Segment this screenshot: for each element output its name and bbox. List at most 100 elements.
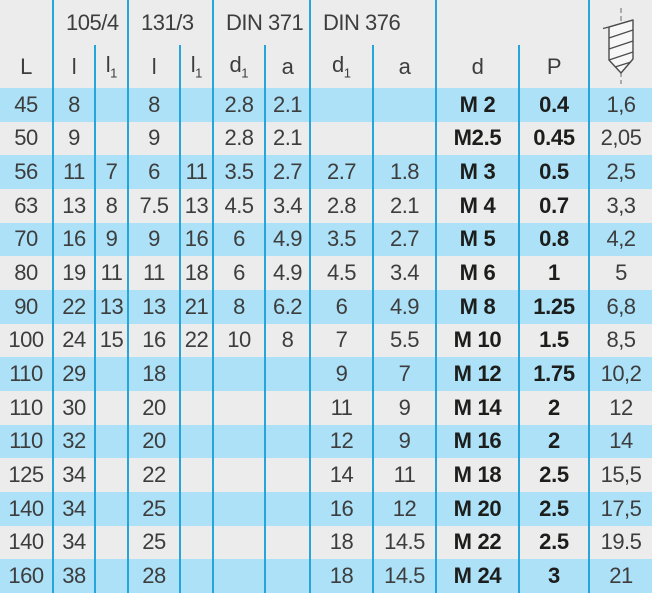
table-cell: 13 xyxy=(94,289,128,324)
table-cell xyxy=(264,458,310,492)
table-row: 140 34 25 18 14.5 M 22 2.5 19.5 xyxy=(0,525,652,560)
table-cell: 2.8 xyxy=(212,121,265,156)
table-cell: 20 xyxy=(127,424,180,459)
table-cell: 32 xyxy=(52,424,95,459)
table-row: 63 13 8 7.5 13 4.5 3.4 2.8 2.1 M 4 0.7 3,3 xyxy=(0,188,652,223)
table-cell-thread-size: M 20 xyxy=(435,491,519,526)
table-cell: 12 xyxy=(372,491,436,526)
table-cell: 63 xyxy=(0,188,53,223)
table-cell: 6 xyxy=(212,256,265,290)
table-cell-thread-size: M 12 xyxy=(435,357,519,391)
table-row: 90 22 13 13 21 8 6.2 6 4.9 M 8 1.25 6,8 xyxy=(0,289,652,324)
table-cell: 28 xyxy=(127,559,180,593)
table-cell: 8 xyxy=(52,88,95,122)
table-cell: 3.5 xyxy=(212,155,265,189)
table-cell xyxy=(309,121,373,156)
table-cell: 13 xyxy=(127,289,180,324)
table-row: 110 30 20 11 9 M 14 2 12 xyxy=(0,390,652,425)
table-row: 110 29 18 9 7 M 12 1.75 10,2 xyxy=(0,357,652,391)
table-cell: 30 xyxy=(52,390,95,425)
group-header-empty-right xyxy=(435,0,589,45)
table-cell: 13 xyxy=(179,188,213,223)
table-cell: 1.8 xyxy=(372,155,436,189)
col-header-L: L xyxy=(0,45,53,88)
table-cell: 18 xyxy=(309,525,373,560)
table-cell-thread-size: M 18 xyxy=(435,458,519,492)
table-cell xyxy=(94,424,128,459)
col-header-l1-105: l1 xyxy=(94,45,128,88)
table-cell: 15 xyxy=(94,323,128,358)
table-cell: 20 xyxy=(127,390,180,425)
table-cell: 3.5 xyxy=(309,222,373,257)
table-cell xyxy=(179,491,213,526)
table-cell-thread-size: M 2 xyxy=(435,88,519,122)
table-cell: 140 xyxy=(0,491,53,526)
table-body: 45 8 8 2.8 2.1 M 2 0.4 1,6 50 9 9 2.8 2.1 M2.5 0.45 2,… xyxy=(0,88,652,593)
table-cell xyxy=(94,88,128,122)
table-cell: 2.1 xyxy=(372,188,436,223)
table-cell: 18 xyxy=(179,256,213,290)
table-cell xyxy=(264,559,310,593)
table-cell xyxy=(94,525,128,560)
col-header-d1-din371: d1 xyxy=(212,45,265,88)
table-cell: 110 xyxy=(0,390,53,425)
table-cell: 3.4 xyxy=(372,256,436,290)
table-cell xyxy=(94,559,128,593)
table-cell: 10 xyxy=(212,323,265,358)
table-cell-drill-diameter: 21 xyxy=(588,559,652,593)
table-row: 100 24 15 16 22 10 8 7 5.5 M 10 1.5 8,5 xyxy=(0,323,652,358)
table-cell: 9 xyxy=(127,121,180,156)
table-cell: 4.5 xyxy=(309,256,373,290)
table-cell xyxy=(264,390,310,425)
table-cell: 8 xyxy=(127,88,180,122)
table-cell xyxy=(94,390,128,425)
table-cell-pitch: 2 xyxy=(518,390,589,425)
table-cell-drill-diameter: 2,05 xyxy=(588,121,652,156)
col-header-l-131: l xyxy=(127,45,180,88)
table-cell xyxy=(264,525,310,560)
table-cell-drill-diameter: 19.5 xyxy=(588,525,652,560)
table-cell: 2.8 xyxy=(212,88,265,122)
group-header-131-3: 131/3 xyxy=(127,0,213,45)
table-cell: 110 xyxy=(0,424,53,459)
col-header-p: P xyxy=(518,45,589,88)
table-cell-drill-diameter: 15,5 xyxy=(588,458,652,492)
table-cell: 21 xyxy=(179,289,213,324)
table-cell xyxy=(212,390,265,425)
table-cell-drill-diameter: 10,2 xyxy=(588,357,652,391)
table-cell-pitch: 2.5 xyxy=(518,525,589,560)
table-cell: 9 xyxy=(127,222,180,257)
table-cell-thread-size: M 10 xyxy=(435,323,519,358)
table-cell-pitch: 0.45 xyxy=(518,121,589,156)
table-row: 110 32 20 12 9 M 16 2 14 xyxy=(0,424,652,459)
table-cell: 110 xyxy=(0,357,53,391)
table-cell xyxy=(179,424,213,459)
table-cell: 2.7 xyxy=(264,155,310,189)
table-cell xyxy=(212,458,265,492)
group-header-row: 105/4 131/3 DIN 371 DIN 376 xyxy=(0,0,652,88)
table-cell-thread-size: M 14 xyxy=(435,390,519,425)
table-cell: 11 xyxy=(309,390,373,425)
table-cell: 29 xyxy=(52,357,95,391)
table-cell: 9 xyxy=(309,357,373,391)
table-header: 105/4 131/3 DIN 371 DIN 376 L l xyxy=(0,0,652,88)
table-cell xyxy=(179,88,213,122)
table-cell: 4.5 xyxy=(212,188,265,223)
table-cell-pitch: 2.5 xyxy=(518,458,589,492)
table-row: 70 16 9 9 16 6 4.9 3.5 2.7 M 5 0.8 4,2 xyxy=(0,222,652,257)
table-cell-drill-diameter: 3,3 xyxy=(588,188,652,223)
table-cell-thread-size: M 16 xyxy=(435,424,519,459)
table-cell-drill-diameter: 8,5 xyxy=(588,323,652,358)
table-cell-pitch: 1.75 xyxy=(518,357,589,391)
table-cell xyxy=(179,357,213,391)
table-cell-thread-size: M 4 xyxy=(435,188,519,223)
table-cell: 9 xyxy=(372,390,436,425)
table-cell: 12 xyxy=(309,424,373,459)
table-cell: 16 xyxy=(52,222,95,257)
table-cell xyxy=(94,458,128,492)
table-cell xyxy=(372,121,436,156)
table-row: 50 9 9 2.8 2.1 M2.5 0.45 2,05 xyxy=(0,121,652,156)
table-cell: 7 xyxy=(309,323,373,358)
table-cell: 13 xyxy=(52,188,95,223)
table-cell: 90 xyxy=(0,289,53,324)
